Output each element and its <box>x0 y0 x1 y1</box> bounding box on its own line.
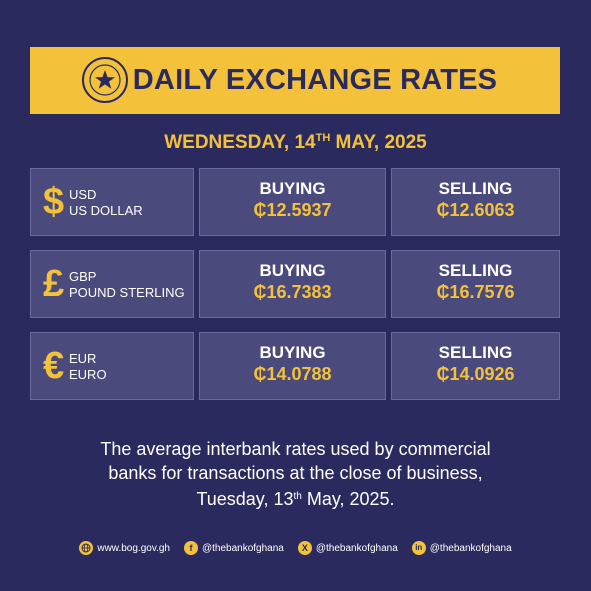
date-ordinal: TH <box>315 132 331 144</box>
date-rest: MAY, 2025 <box>330 132 427 153</box>
footer-contacts: www.bog.gov.gh f @thebankofghana X @theb… <box>0 541 591 555</box>
buying-rate: ₵16.7383 <box>253 282 332 302</box>
footer-x-text: @thebankofghana <box>315 542 398 554</box>
currency-name: POUND STERLING <box>69 285 185 300</box>
currency-cell: $ USD US DOLLAR <box>30 168 194 236</box>
buying-label: BUYING <box>259 261 326 280</box>
currency-cell: € EUR EURO <box>30 332 194 400</box>
title-banner: DAILY EXCHANGE RATES <box>30 47 560 114</box>
date-line: WEDNESDAY, 14TH MAY, 2025 <box>0 132 591 154</box>
x-icon: X <box>297 541 312 555</box>
note-date-rest: May, 2025. <box>301 489 395 509</box>
note-ordinal: th <box>293 491 302 502</box>
rate-row-eur: € EUR EURO BUYING ₵14.0788 SELLING ₵14.0… <box>30 332 560 402</box>
currency-name: US DOLLAR <box>69 203 143 218</box>
selling-rate: ₵14.0926 <box>436 364 515 384</box>
bank-of-ghana-seal <box>82 57 128 103</box>
buying-rate: ₵14.0788 <box>253 364 332 384</box>
currency-label: USD US DOLLAR <box>69 187 143 219</box>
buying-cell: BUYING ₵16.7383 <box>199 250 386 318</box>
buying-label: BUYING <box>259 343 326 362</box>
footer-facebook[interactable]: f @thebankofghana <box>183 541 284 555</box>
selling-cell: SELLING ₵12.6063 <box>391 168 560 236</box>
currency-cell: £ GBP POUND STERLING <box>30 250 194 318</box>
note-date: Tuesday, 13 <box>196 489 294 509</box>
footer-linkedin-text: @thebankofghana <box>429 542 512 554</box>
note-line: Tuesday, 13th May, 2025. <box>0 485 591 511</box>
currency-label: GBP POUND STERLING <box>69 269 185 301</box>
euro-icon: € <box>43 345 65 387</box>
linkedin-icon: in <box>411 541 426 555</box>
date-weekday: WEDNESDAY, 14 <box>164 132 316 153</box>
selling-cell: SELLING ₵14.0926 <box>391 332 560 400</box>
rate-row-gbp: £ GBP POUND STERLING BUYING ₵16.7383 SEL… <box>30 250 560 320</box>
selling-cell: SELLING ₵16.7576 <box>391 250 560 318</box>
footer-linkedin[interactable]: in @thebankofghana <box>411 541 512 555</box>
buying-cell: BUYING ₵12.5937 <box>199 168 386 236</box>
currency-name: EURO <box>69 367 107 382</box>
footer-x[interactable]: X @thebankofghana <box>297 541 398 555</box>
note-line: The average interbank rates used by comm… <box>100 439 491 459</box>
buying-rate: ₵12.5937 <box>253 200 332 220</box>
selling-label: SELLING <box>438 343 513 362</box>
note-line: banks for transactions at the close of b… <box>108 463 483 483</box>
facebook-icon: f <box>183 541 198 555</box>
globe-icon <box>79 541 94 555</box>
currency-code: GBP <box>69 269 97 284</box>
buying-label: BUYING <box>259 179 326 198</box>
selling-rate: ₵12.6063 <box>436 200 515 220</box>
selling-label: SELLING <box>438 179 513 198</box>
rate-row-usd: $ USD US DOLLAR BUYING ₵12.5937 SELLING … <box>30 168 560 238</box>
buying-cell: BUYING ₵14.0788 <box>199 332 386 400</box>
page-title: DAILY EXCHANGE RATES <box>132 64 498 96</box>
selling-label: SELLING <box>438 261 513 280</box>
selling-rate: ₵16.7576 <box>436 282 515 302</box>
currency-label: EUR EURO <box>69 351 107 383</box>
pound-icon: £ <box>43 263 65 305</box>
currency-code: USD <box>69 187 97 202</box>
dollar-icon: $ <box>43 181 65 223</box>
rates-note: The average interbank rates used by comm… <box>0 437 591 511</box>
footer-website[interactable]: www.bog.gov.gh <box>79 541 170 555</box>
footer-facebook-text: @thebankofghana <box>201 542 284 554</box>
footer-website-text: www.bog.gov.gh <box>97 542 170 554</box>
currency-code: EUR <box>69 351 97 366</box>
